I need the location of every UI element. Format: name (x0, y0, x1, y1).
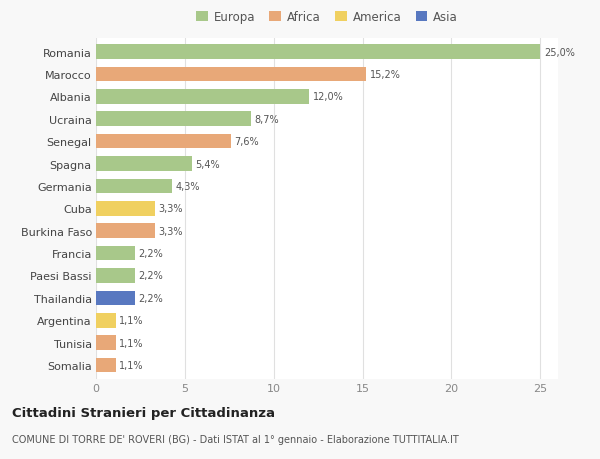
Bar (96, 336, 116, 350)
Text: 3,3%: 3,3% (158, 204, 182, 214)
Bar (96, 269, 135, 283)
Text: 25,0%: 25,0% (544, 47, 575, 57)
Bar (96, 246, 135, 261)
Text: 1,1%: 1,1% (119, 338, 143, 348)
Text: COMUNE DI TORRE DE' ROVERI (BG) - Dati ISTAT al 1° gennaio - Elaborazione TUTTIT: COMUNE DI TORRE DE' ROVERI (BG) - Dati I… (12, 434, 459, 444)
Bar (96, 291, 135, 306)
Text: 15,2%: 15,2% (370, 70, 401, 80)
Text: 2,2%: 2,2% (139, 293, 163, 303)
Text: Cittadini Stranieri per Cittadinanza: Cittadini Stranieri per Cittadinanza (12, 406, 275, 419)
Bar (96, 202, 155, 216)
Bar (96, 179, 172, 194)
Bar (96, 134, 231, 149)
Legend: Europa, Africa, America, Asia: Europa, Africa, America, Asia (196, 11, 458, 24)
Text: 1,1%: 1,1% (119, 360, 143, 370)
Text: 5,4%: 5,4% (196, 159, 220, 169)
Bar (96, 157, 192, 171)
Bar (96, 90, 309, 104)
Text: 1,1%: 1,1% (119, 316, 143, 325)
Bar (96, 358, 116, 373)
Bar (96, 112, 251, 127)
Text: 8,7%: 8,7% (254, 114, 279, 124)
Bar (96, 313, 116, 328)
Bar (96, 67, 366, 82)
Text: 7,6%: 7,6% (235, 137, 259, 147)
Text: 12,0%: 12,0% (313, 92, 344, 102)
Text: 4,3%: 4,3% (176, 181, 200, 191)
Bar (96, 224, 155, 239)
Text: 2,2%: 2,2% (139, 271, 163, 281)
Bar (96, 45, 540, 60)
Text: 2,2%: 2,2% (139, 248, 163, 258)
Text: 3,3%: 3,3% (158, 226, 182, 236)
